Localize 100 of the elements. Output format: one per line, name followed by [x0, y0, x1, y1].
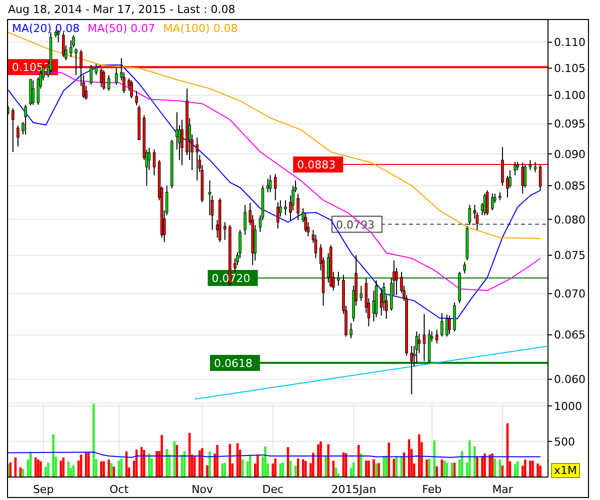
candlestick [490, 193, 494, 211]
bar [248, 456, 252, 477]
bar [112, 466, 115, 477]
y-tick-label: 0.100 [554, 89, 586, 102]
y-tick-label: 0.070 [554, 288, 586, 301]
bar [100, 461, 102, 477]
bar [536, 463, 539, 477]
ref-line-label: 0.0618 [214, 356, 252, 370]
line-series [8, 32, 541, 239]
candlestick [435, 329, 438, 344]
bar [365, 460, 368, 477]
candlestick [483, 193, 486, 216]
candlestick [446, 314, 448, 338]
bar [484, 454, 486, 477]
y-tick-label: 0.080 [554, 213, 586, 226]
bar [47, 462, 50, 477]
bar [52, 434, 54, 477]
y-tick-label: 0.075 [554, 249, 586, 262]
bar [426, 460, 428, 477]
candlestick [100, 68, 103, 88]
chart-title: Aug 18, 2014 - Mar 17, 2015 - Last : 0.08 [8, 3, 236, 16]
candlestick [90, 64, 93, 86]
bar [324, 456, 327, 477]
bar [40, 461, 42, 477]
candlestick [538, 164, 542, 191]
bar [372, 459, 375, 477]
bar [274, 458, 276, 477]
bar [494, 458, 496, 477]
x-tick-label: Nov [192, 482, 214, 496]
bar [524, 460, 526, 477]
y-tick-label: 0.090 [554, 148, 586, 161]
bar [87, 452, 90, 477]
x-tick-label: Dec [262, 482, 284, 496]
x-tick-label: 2015Jan [331, 482, 376, 496]
candlestick [422, 313, 426, 362]
x-tick-label: Sep [32, 482, 54, 496]
y-tick-label: 500 [554, 435, 575, 448]
bar [368, 460, 370, 477]
bar [44, 466, 47, 477]
bar [474, 446, 476, 477]
text: MA(100) 0.08 [163, 22, 238, 35]
bar [428, 458, 430, 477]
bar [327, 444, 330, 477]
candlestick [274, 174, 277, 201]
candlestick [94, 63, 98, 76]
x-tick-label: Oct [110, 482, 130, 496]
candlestick [244, 204, 246, 236]
text: x1M [551, 463, 580, 478]
text: MA(50) 0.07 [88, 22, 156, 35]
bar [304, 460, 307, 477]
candlestick [268, 174, 272, 193]
bar [539, 466, 542, 477]
bar [201, 448, 204, 477]
y-tick-label: 0.095 [554, 118, 586, 131]
candlestick [24, 104, 27, 135]
bar [433, 440, 436, 477]
bar [491, 454, 494, 477]
bar [382, 456, 385, 477]
bar [148, 454, 150, 477]
y-tick-label: 1000 [554, 400, 582, 413]
bar [221, 463, 224, 477]
y-tick-label: 0.065 [554, 328, 586, 342]
y-tick-label: 0.060 [554, 373, 586, 386]
bar [360, 454, 362, 477]
bar [375, 463, 378, 477]
candlestick [314, 234, 318, 259]
candlestick [304, 212, 308, 233]
bar [264, 446, 266, 477]
bar [156, 451, 158, 477]
bar [468, 440, 471, 477]
bar [385, 456, 388, 477]
bar [110, 463, 112, 477]
candlestick [114, 68, 118, 86]
bar [206, 465, 208, 477]
text: MA(20) 0.08 [12, 22, 80, 35]
bar [357, 444, 360, 477]
candlestick [62, 32, 65, 58]
candlestick [16, 125, 20, 148]
bar [224, 462, 226, 477]
bar [312, 452, 314, 477]
candlestick [528, 160, 532, 171]
candlestick [32, 80, 34, 106]
candlestick [102, 70, 106, 90]
candlestick [107, 74, 110, 92]
bar [92, 404, 95, 477]
bar [532, 460, 534, 477]
bar [108, 460, 110, 477]
line-series [8, 64, 541, 320]
candlestick [296, 193, 300, 221]
candlestick [276, 202, 280, 229]
candlestick [196, 136, 199, 181]
candlestick [534, 161, 537, 173]
candlestick [486, 190, 489, 216]
candlestick [337, 271, 340, 286]
candlestick [440, 312, 444, 338]
bar [143, 450, 146, 477]
bar [160, 435, 163, 477]
bar [166, 448, 168, 477]
candlestick [415, 330, 418, 364]
candlestick [208, 180, 212, 216]
